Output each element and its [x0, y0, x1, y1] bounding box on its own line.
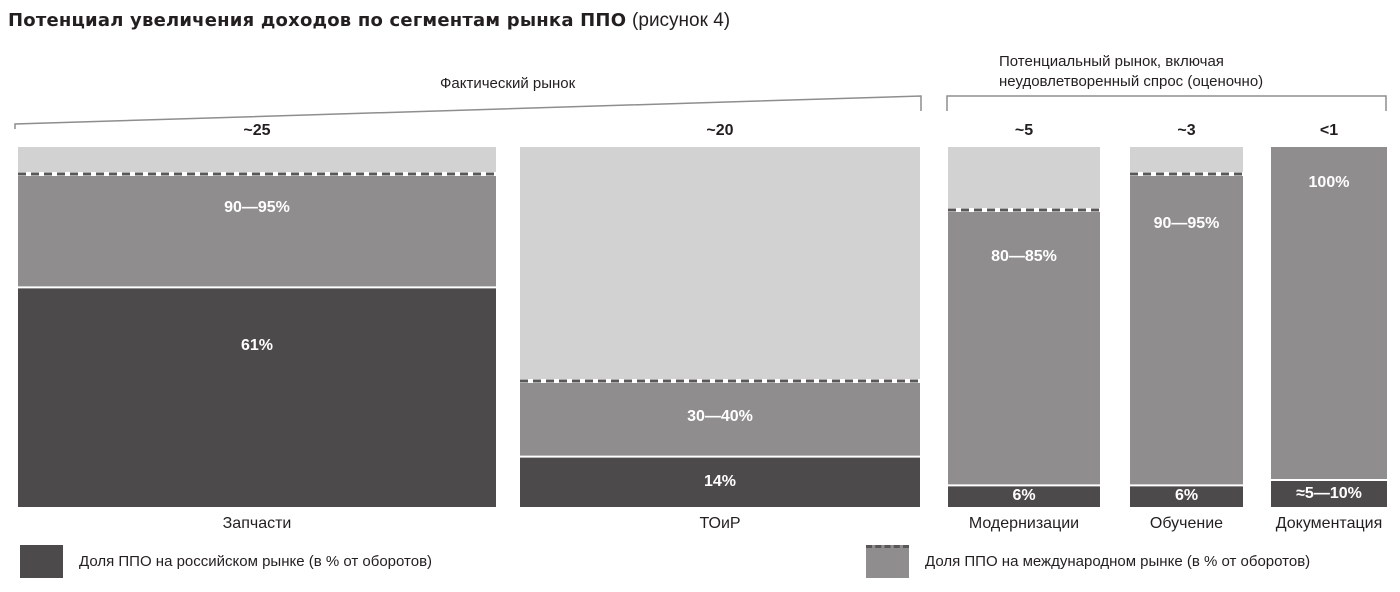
value-russian-запчасти: 61%	[240, 337, 274, 355]
category-label-тоир: ТОиР	[699, 515, 741, 532]
value-russian-тоир: 14%	[703, 472, 737, 490]
bar-russian-тоир	[520, 456, 920, 507]
value-russian-обучение: 6%	[1174, 487, 1199, 505]
legend-swatch-russian	[20, 545, 63, 578]
actual-market-bracket	[14, 95, 922, 129]
bar-russian-модернизации	[948, 485, 1100, 507]
bar-potential-запчасти	[18, 147, 496, 174]
legend-item-international: Доля ППО на международном рынке (в % от …	[866, 545, 1310, 578]
bars-group	[18, 147, 1387, 507]
potential-market-label-line2: неудовлетворенный спрос (оценочно)	[999, 73, 1264, 90]
market-size-обучение: ~3	[1177, 122, 1196, 139]
bar-potential-тоир	[520, 147, 920, 381]
value-international-документация: 100%	[1308, 174, 1350, 191]
legend-swatch-international	[866, 545, 909, 578]
bar-russian-обучение	[1130, 485, 1243, 507]
value-russian-модернизации: 6%	[1012, 487, 1036, 505]
bar-russian-запчасти	[18, 287, 496, 507]
bar-international-запчасти	[18, 174, 496, 288]
bar-potential-обучение	[1130, 147, 1243, 174]
value-international-запчасти: 90—95%	[224, 199, 290, 217]
legend-label-international: Доля ППО на международном рынке (в % от …	[925, 553, 1311, 570]
bar-russian-документация	[1271, 480, 1387, 507]
legend-swatch-dash	[866, 545, 909, 548]
market-size-тоир: ~20	[706, 122, 734, 139]
legend-item-russian: Доля ППО на российском рынке (в % от обо…	[20, 545, 432, 578]
market-size-документация: <1	[1319, 122, 1339, 139]
actual-market-label: Фактический рынок	[440, 75, 576, 92]
value-international-модернизации: 80—85%	[991, 248, 1057, 266]
bar-potential-модернизации	[948, 147, 1100, 210]
bar-international-тоир	[520, 381, 920, 457]
category-label-документация: Документация	[1275, 515, 1383, 532]
legend-label-russian: Доля ППО на российском рынке (в % от обо…	[79, 553, 433, 570]
chart-title-sub: (рисунок 4)	[632, 10, 731, 31]
bar-international-документация	[1271, 147, 1387, 480]
bar-international-модернизации	[948, 210, 1100, 486]
value-international-обучение: 90—95%	[1153, 214, 1220, 232]
potential-market-label-line1: Потенциальный рынок, включая	[999, 53, 1224, 70]
market-size-модернизации: ~5	[1014, 122, 1034, 139]
value-russian-документация: ≈5—10%	[1296, 484, 1362, 502]
category-label-модернизации: Модернизации	[968, 515, 1080, 532]
bar-international-обучение	[1130, 174, 1243, 486]
potential-market-bracket	[946, 95, 1387, 111]
chart-title-main: Потенциал увеличения доходов по сегмента…	[8, 10, 627, 31]
market-size-запчасти: ~25	[243, 122, 271, 139]
chart-title: Потенциал увеличения доходов по сегмента…	[8, 8, 730, 32]
category-label-обучение: Обучение	[1149, 515, 1224, 532]
category-label-запчасти: Запчасти	[222, 515, 292, 532]
value-international-тоир: 30—40%	[687, 408, 753, 425]
